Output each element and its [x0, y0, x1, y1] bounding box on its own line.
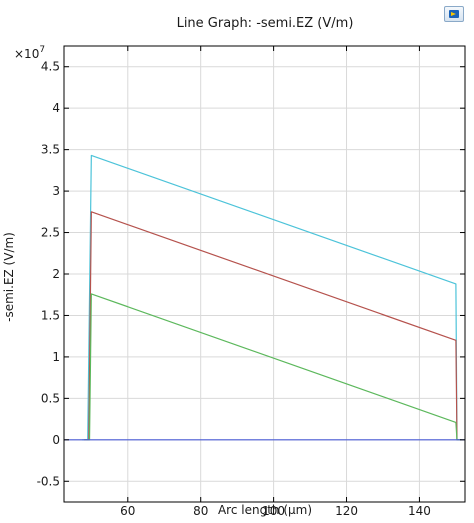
axis-ticks: 60 80 100 120 140 -0.5 0 0.5 1 1.5 2 2.5 3 3.5 4 4.5 [37, 46, 465, 518]
y-axis-multiplier-base: ×10 [14, 47, 39, 61]
series-line-2 [84, 211, 462, 441]
y-tick-label: 3 [52, 184, 60, 198]
y-tick-label: -0.5 [37, 474, 60, 488]
y-tick-label: 2.5 [41, 226, 60, 240]
y-tick-label: 4.5 [41, 60, 60, 74]
y-tick-label: 0 [52, 433, 60, 447]
comsol-logo-icon [444, 6, 464, 22]
chart-title: Line Graph: -semi.EZ (V/m) [177, 16, 354, 31]
y-tick-label: 2 [52, 267, 60, 281]
x-tick-label: 80 [193, 504, 208, 518]
x-tick-label: 60 [120, 504, 135, 518]
series-line-1 [82, 154, 462, 441]
y-tick-label: 1.5 [41, 308, 60, 322]
series-lines [64, 154, 465, 441]
x-tick-label: 120 [335, 504, 358, 518]
y-tick-label: 0.5 [41, 391, 60, 405]
x-tick-label: 100 [262, 504, 285, 518]
y-axis-label: -semi.EZ (V/m) [2, 232, 16, 322]
y-tick-label: 1 [52, 350, 60, 364]
x-axis-label: Arc length (µm) [218, 503, 312, 517]
y-axis-multiplier-exponent: 7 [39, 45, 45, 55]
grid-lines [64, 46, 465, 502]
y-tick-label: 3.5 [41, 143, 60, 157]
y-axis-multiplier: ×107 [14, 45, 45, 61]
x-tick-label: 140 [408, 504, 431, 518]
y-tick-label: 4 [52, 101, 60, 115]
